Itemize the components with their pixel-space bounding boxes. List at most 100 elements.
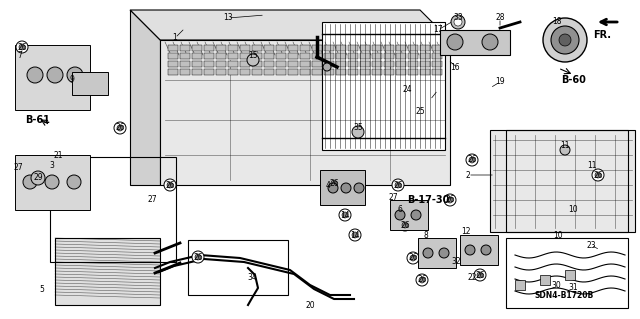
Text: 12: 12 (461, 227, 471, 236)
Bar (390, 200, 428, 230)
Circle shape (331, 180, 337, 186)
Bar (168, 45, 178, 51)
Bar (72, 72, 108, 95)
Bar (252, 61, 262, 67)
Bar (180, 69, 190, 75)
Bar (252, 45, 262, 51)
Bar (312, 53, 322, 59)
Text: 26: 26 (593, 170, 603, 180)
Bar (420, 61, 430, 67)
Circle shape (469, 157, 475, 163)
Bar (300, 61, 310, 67)
Bar (312, 69, 322, 75)
Circle shape (114, 122, 126, 134)
Circle shape (31, 171, 45, 185)
Bar (312, 61, 322, 67)
Bar (288, 45, 298, 51)
Bar (384, 69, 394, 75)
Text: 24: 24 (402, 85, 412, 94)
Text: 25: 25 (415, 108, 425, 116)
Text: 26: 26 (165, 181, 175, 189)
Bar (276, 53, 286, 59)
Bar (264, 69, 274, 75)
Circle shape (482, 34, 498, 50)
Bar (264, 53, 274, 59)
Bar (300, 53, 310, 59)
Bar (15, 45, 90, 110)
Bar (160, 40, 450, 185)
Text: 17: 17 (433, 26, 443, 34)
Circle shape (164, 179, 176, 191)
Bar (228, 53, 238, 59)
Circle shape (399, 219, 411, 231)
Circle shape (23, 175, 37, 189)
Bar (228, 61, 238, 67)
Text: 6: 6 (397, 205, 403, 214)
Text: 10: 10 (553, 231, 563, 240)
Bar (180, 61, 190, 67)
Text: B-17-30: B-17-30 (407, 195, 449, 205)
Bar (420, 69, 430, 75)
Circle shape (543, 18, 587, 62)
Bar (336, 69, 346, 75)
Bar (216, 45, 226, 51)
Circle shape (354, 183, 364, 193)
Circle shape (45, 175, 59, 189)
Circle shape (411, 210, 421, 220)
Bar (336, 53, 346, 59)
Text: 26: 26 (408, 254, 418, 263)
Bar (384, 45, 394, 51)
Text: 4: 4 (326, 181, 330, 189)
Bar (204, 53, 214, 59)
Bar (396, 69, 406, 75)
Text: 23: 23 (586, 241, 596, 249)
Text: 33: 33 (453, 13, 463, 23)
Circle shape (16, 41, 28, 53)
Text: 1: 1 (173, 33, 177, 42)
Circle shape (117, 125, 123, 131)
Bar (168, 69, 178, 75)
Text: 21: 21 (53, 151, 63, 160)
Text: 26: 26 (475, 271, 485, 279)
Circle shape (416, 274, 428, 286)
Circle shape (67, 67, 83, 83)
Bar (216, 61, 226, 67)
Bar (540, 275, 550, 285)
Bar (276, 45, 286, 51)
Bar (384, 61, 394, 67)
Circle shape (328, 177, 340, 189)
Bar (324, 61, 334, 67)
Circle shape (419, 277, 425, 283)
Text: 10: 10 (568, 205, 578, 214)
Circle shape (192, 251, 204, 263)
Circle shape (349, 229, 361, 241)
Bar (300, 45, 310, 51)
Bar (396, 45, 406, 51)
Text: 5: 5 (40, 286, 44, 294)
Bar (216, 53, 226, 59)
Bar (15, 155, 90, 210)
Bar (216, 69, 226, 75)
Text: 30: 30 (551, 281, 561, 291)
Bar (432, 69, 442, 75)
Circle shape (19, 44, 25, 50)
Text: 26: 26 (393, 181, 403, 189)
Circle shape (592, 169, 604, 181)
Bar (168, 61, 178, 67)
Bar (204, 45, 214, 51)
Text: 27: 27 (13, 162, 23, 172)
Text: 27: 27 (388, 194, 398, 203)
Text: 20: 20 (305, 301, 315, 310)
Circle shape (451, 15, 465, 29)
Text: B-61: B-61 (26, 115, 51, 125)
Text: 2: 2 (466, 170, 470, 180)
Bar (565, 270, 575, 280)
Bar (372, 61, 382, 67)
Bar (324, 53, 334, 59)
Circle shape (328, 183, 338, 193)
Circle shape (447, 197, 453, 203)
Circle shape (341, 183, 351, 193)
Bar (204, 69, 214, 75)
Text: 11: 11 (560, 140, 570, 150)
Circle shape (195, 254, 201, 260)
